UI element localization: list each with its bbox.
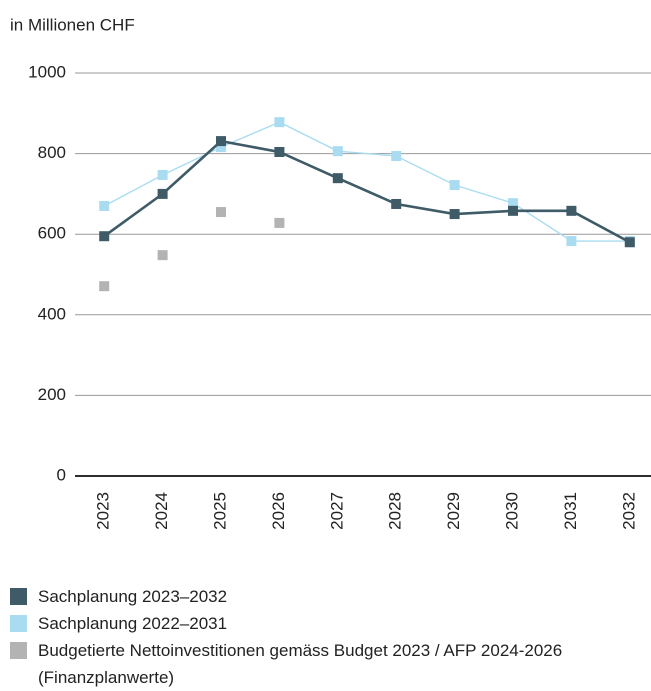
y-tick-label: 200	[38, 385, 66, 404]
marker	[216, 207, 226, 218]
y-tick-label: 800	[38, 143, 66, 162]
legend-label: Budgetierte Nettoinvestitionen gemäss Bu…	[38, 641, 563, 687]
legend-swatch	[10, 642, 27, 659]
legend-item: Budgetierte Nettoinvestitionen gemäss Bu…	[10, 637, 640, 691]
marker	[391, 151, 402, 162]
marker	[274, 146, 285, 157]
legend-label: Sachplanung 2022–2031	[38, 614, 228, 633]
x-tick-label: 2024	[152, 492, 171, 530]
legend: Sachplanung 2023–2032 Sachplanung 2022–20…	[10, 583, 640, 691]
legend-label: Sachplanung 2023–2032	[38, 587, 228, 606]
legend-item: Sachplanung 2022–2031	[10, 610, 640, 637]
x-tick-label: 2030	[502, 492, 521, 530]
legend-swatch	[10, 615, 27, 632]
marker	[624, 237, 635, 248]
x-tick-label: 2025	[210, 492, 229, 530]
marker	[274, 117, 285, 128]
legend-item: Sachplanung 2023–2032	[10, 583, 640, 610]
marker	[332, 173, 343, 184]
marker	[157, 250, 168, 261]
series-line	[103, 139, 631, 244]
x-tick-label: 2032	[619, 492, 638, 530]
marker	[274, 217, 285, 228]
marker	[508, 205, 518, 216]
y-tick-label: 600	[38, 224, 66, 243]
marker	[449, 180, 460, 191]
marker	[99, 281, 110, 292]
y-tick-label: 400	[38, 304, 66, 323]
y-tick-label: 1000	[28, 62, 66, 81]
x-tick-label: 2029	[444, 492, 463, 530]
x-tick-label: 2026	[269, 492, 288, 530]
x-tick-label: 2031	[561, 492, 580, 530]
y-axis-label: in Millionen CHF	[10, 15, 135, 34]
marker	[508, 198, 518, 209]
chart: in Millionen CHF 0 200 400 600 800 1000 2023 20…	[10, 15, 651, 530]
marker	[99, 231, 110, 242]
marker	[391, 198, 402, 209]
marker	[99, 200, 110, 211]
marker	[566, 205, 577, 216]
marker	[566, 236, 577, 247]
series-line	[103, 121, 630, 242]
marker	[157, 169, 168, 180]
marker	[157, 188, 168, 199]
y-tick-label: 0	[57, 465, 66, 484]
marker	[216, 136, 226, 147]
x-tick-label: 2023	[94, 492, 113, 530]
marker	[216, 142, 226, 153]
marker	[449, 209, 460, 220]
x-tick-label: 2027	[327, 492, 346, 530]
marker	[332, 146, 343, 157]
x-tick-label: 2028	[386, 492, 405, 530]
legend-swatch	[10, 588, 27, 605]
